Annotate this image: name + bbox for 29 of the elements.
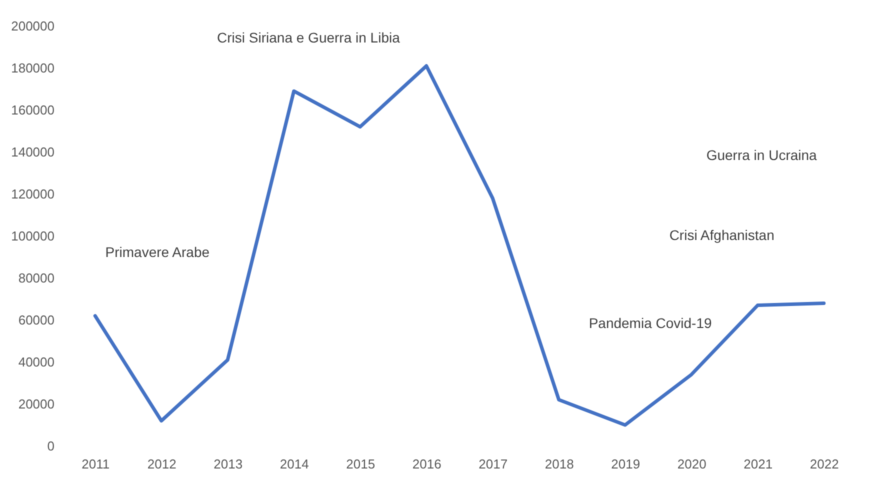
y-tick-label: 40000: [18, 354, 54, 370]
y-tick-label: 100000: [11, 228, 54, 244]
x-tick-label: 2012: [147, 456, 176, 472]
annotation: Primavere Arabe: [105, 244, 210, 260]
x-tick-label: 2017: [478, 456, 508, 472]
y-tick-label: 120000: [11, 186, 54, 202]
x-tick-label: 2019: [611, 456, 640, 472]
annotation: Pandemia Covid-19: [588, 315, 712, 332]
x-tick-label: 2014: [280, 456, 309, 472]
x-tick-label: 2013: [214, 456, 243, 472]
annotation: Crisi Afghanistan: [669, 227, 774, 243]
x-tick-label: 2016: [412, 456, 442, 472]
x-tick-label: 2018: [544, 456, 574, 472]
annotation: Guerra in Ucraina: [706, 147, 818, 164]
y-tick-label: 180000: [11, 60, 54, 76]
y-tick-label: 140000: [11, 144, 54, 160]
line-series: [93, 64, 826, 427]
y-tick-label: 20000: [18, 396, 54, 412]
x-tick-label: 2020: [677, 456, 706, 472]
y-tick-label: 160000: [11, 102, 54, 118]
x-tick-label: 2021: [744, 456, 773, 472]
y-tick-label: 0: [47, 438, 54, 454]
annotation: Crisi Siriana e Guerra in Libia: [217, 30, 400, 46]
x-tick-label: 2011: [82, 456, 110, 472]
x-tick-label: 2022: [810, 456, 839, 472]
y-tick-label: 60000: [18, 312, 54, 328]
x-tick-label: 2015: [346, 456, 376, 472]
y-tick-label: 200000: [11, 18, 54, 34]
y-tick-label: 80000: [18, 270, 54, 286]
